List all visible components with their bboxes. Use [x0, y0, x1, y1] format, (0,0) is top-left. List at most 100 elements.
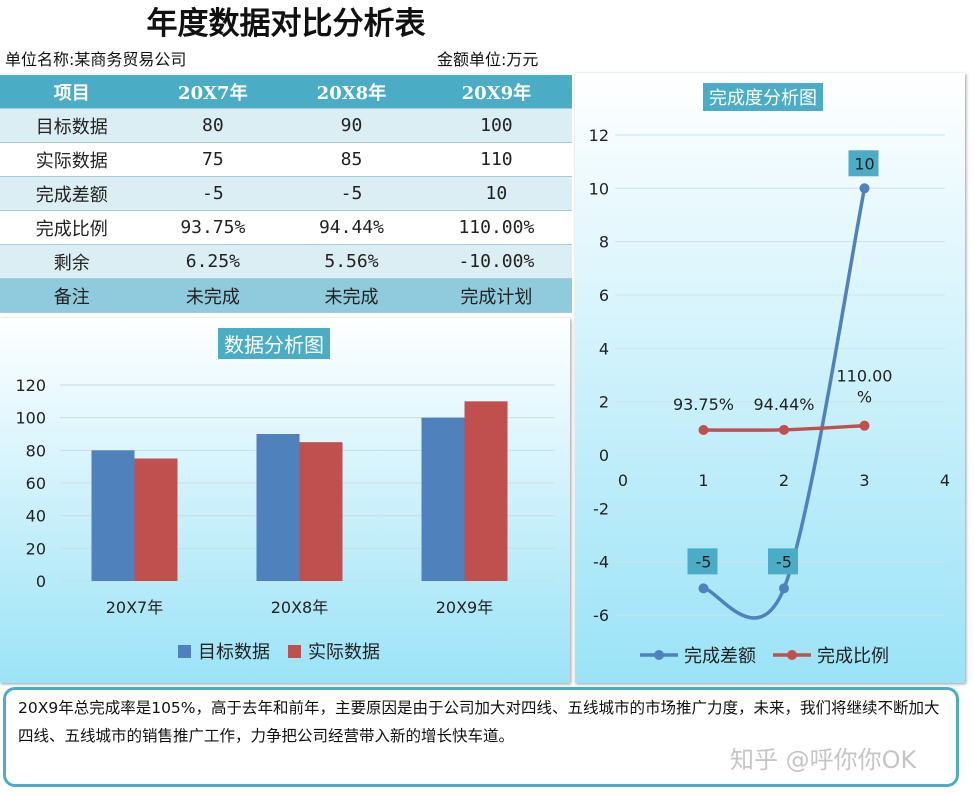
row-label-cell[interactable]: 完成差额: [0, 176, 144, 211]
y-tick-label: 10: [589, 179, 609, 198]
data-label: 94.44%: [753, 395, 814, 414]
y-tick-label: -2: [593, 499, 609, 518]
bar-实际数据: [299, 442, 343, 581]
data-label-box: [848, 150, 879, 177]
data-point: [859, 420, 870, 431]
data-label: 93.75%: [673, 395, 734, 414]
table-cell[interactable]: 80: [143, 108, 283, 143]
line-chart-panel: -6 -4 -2 0 2 4 6 8 10 12 0 1 2 3 4 -5 -5 10 93.75% 94.44% 11…: [575, 73, 965, 683]
table-cell[interactable]: 93.75%: [143, 210, 283, 245]
y-tick-label: 12: [589, 126, 609, 145]
x-tick-label: 1: [698, 471, 708, 490]
table-cell[interactable]: 未完成: [143, 278, 283, 313]
data-label: -5: [776, 552, 792, 571]
data-point: [779, 424, 789, 435]
bar-chart-panel: 0 20 40 60 80 100 120 20X7年 20X8年 20X9年目标数据 实际数据 数…: [0, 318, 570, 683]
amount-unit: 金额单位:万元: [437, 50, 539, 69]
row-label-cell[interactable]: 目标数据: [0, 108, 144, 143]
table-cell[interactable]: 6.25%: [143, 244, 283, 279]
data-table: 项目 20X7年 20X8年 20X9年 目标数据 80 90 100 实际数据 75 85…: [0, 75, 572, 313]
data-label-box: [687, 548, 718, 575]
y-tick-label: 40: [26, 507, 46, 526]
y-tick-label: 0: [36, 572, 46, 591]
y-tick-label: 0: [599, 446, 609, 465]
table-row: 剩余 6.25% 5.56% -10.00%: [0, 244, 572, 279]
page-title: 年度数据对比分析表: [146, 6, 426, 42]
x-tick-label: 4: [940, 471, 950, 490]
table-header-row: 项目 20X7年 20X8年 20X9年: [0, 75, 572, 109]
table-row: 目标数据 80 90 100: [0, 108, 572, 143]
table-cell[interactable]: -5: [282, 176, 421, 211]
y-tick-label: 60: [26, 474, 46, 493]
y-tick-label: -6: [593, 606, 609, 625]
table-cell[interactable]: -10.00%: [420, 244, 572, 279]
data-point: [698, 583, 709, 594]
bar-chart-title: 数据分析图: [218, 328, 330, 359]
x-tick-label: 0: [618, 471, 628, 490]
table-cell[interactable]: 110: [420, 142, 572, 177]
table-cell[interactable]: -5: [143, 176, 283, 211]
row-label-cell[interactable]: 剩余: [0, 244, 144, 279]
y-tick-label: -4: [593, 553, 609, 572]
y-tick-label: 20: [26, 539, 46, 558]
y-tick-label: 80: [26, 441, 46, 460]
table-cell[interactable]: 110.00%: [420, 210, 572, 245]
line-chart-title: 完成度分析图: [703, 83, 823, 111]
row-label-cell[interactable]: 备注: [0, 278, 144, 313]
y-tick-label: 120: [15, 376, 46, 395]
legend-marker: [654, 650, 664, 660]
table-cell[interactable]: 完成计划: [420, 278, 572, 313]
table-cell[interactable]: 75: [143, 142, 283, 177]
x-tick-label: 20X8年: [271, 598, 329, 617]
bar-目标数据: [421, 417, 465, 581]
bar-实际数据: [464, 401, 508, 581]
summary-text-box[interactable]: 20X9年总完成率是105%，高于去年和前年，主要原因是由于公司加大对四线、五线…: [3, 687, 959, 787]
y-tick-label: 4: [599, 339, 609, 358]
bar-实际数据: [134, 458, 178, 581]
x-tick-label: 3: [859, 471, 869, 490]
legend-label: 完成比例: [817, 646, 889, 667]
y-tick-label: 8: [599, 233, 609, 252]
header-cell[interactable]: 20X7年: [143, 75, 283, 109]
legend-label: 目标数据: [198, 642, 270, 663]
row-label-cell[interactable]: 完成比例: [0, 210, 144, 245]
data-label-box: [768, 548, 798, 575]
bar-目标数据: [91, 450, 135, 581]
legend-label: 完成差额: [684, 646, 756, 667]
watermark: 知乎 @呼你你OK: [730, 746, 917, 774]
table-cell[interactable]: 未完成: [282, 278, 421, 313]
data-point: [779, 583, 789, 594]
header-cell[interactable]: 20X8年: [282, 75, 421, 109]
header-cell[interactable]: 20X9年: [420, 75, 572, 109]
legend-label: 实际数据: [308, 642, 380, 663]
y-tick-label: 100: [15, 409, 46, 428]
data-label: 110.00: [837, 367, 893, 386]
y-tick-label: 6: [599, 286, 609, 305]
table-row: 完成差额 -5 -5 10: [0, 176, 572, 211]
data-label: %: [857, 388, 872, 407]
table-cell[interactable]: 85: [282, 142, 421, 177]
data-label: 10: [854, 154, 874, 173]
bar-目标数据: [256, 434, 300, 581]
data-point: [859, 183, 870, 194]
table-row: 完成比例 93.75% 94.44% 110.00%: [0, 210, 572, 245]
table-cell[interactable]: 10: [420, 176, 572, 211]
table-row: 备注 未完成 未完成 完成计划: [0, 278, 572, 313]
table-cell[interactable]: 94.44%: [282, 210, 421, 245]
x-tick-label: 20X7年: [106, 598, 164, 617]
x-tick-label: 2: [779, 471, 789, 490]
table-cell[interactable]: 5.56%: [282, 244, 421, 279]
x-tick-label: 20X9年: [436, 598, 494, 617]
data-label: -5: [696, 552, 712, 571]
table-cell[interactable]: 90: [282, 108, 421, 143]
legend-swatch: [288, 645, 301, 658]
table-cell[interactable]: 100: [420, 108, 572, 143]
row-label-cell[interactable]: 实际数据: [0, 142, 144, 177]
y-tick-label: 2: [599, 393, 609, 412]
legend-marker: [787, 650, 797, 660]
header-cell[interactable]: 项目: [0, 75, 144, 109]
data-point: [698, 424, 709, 435]
